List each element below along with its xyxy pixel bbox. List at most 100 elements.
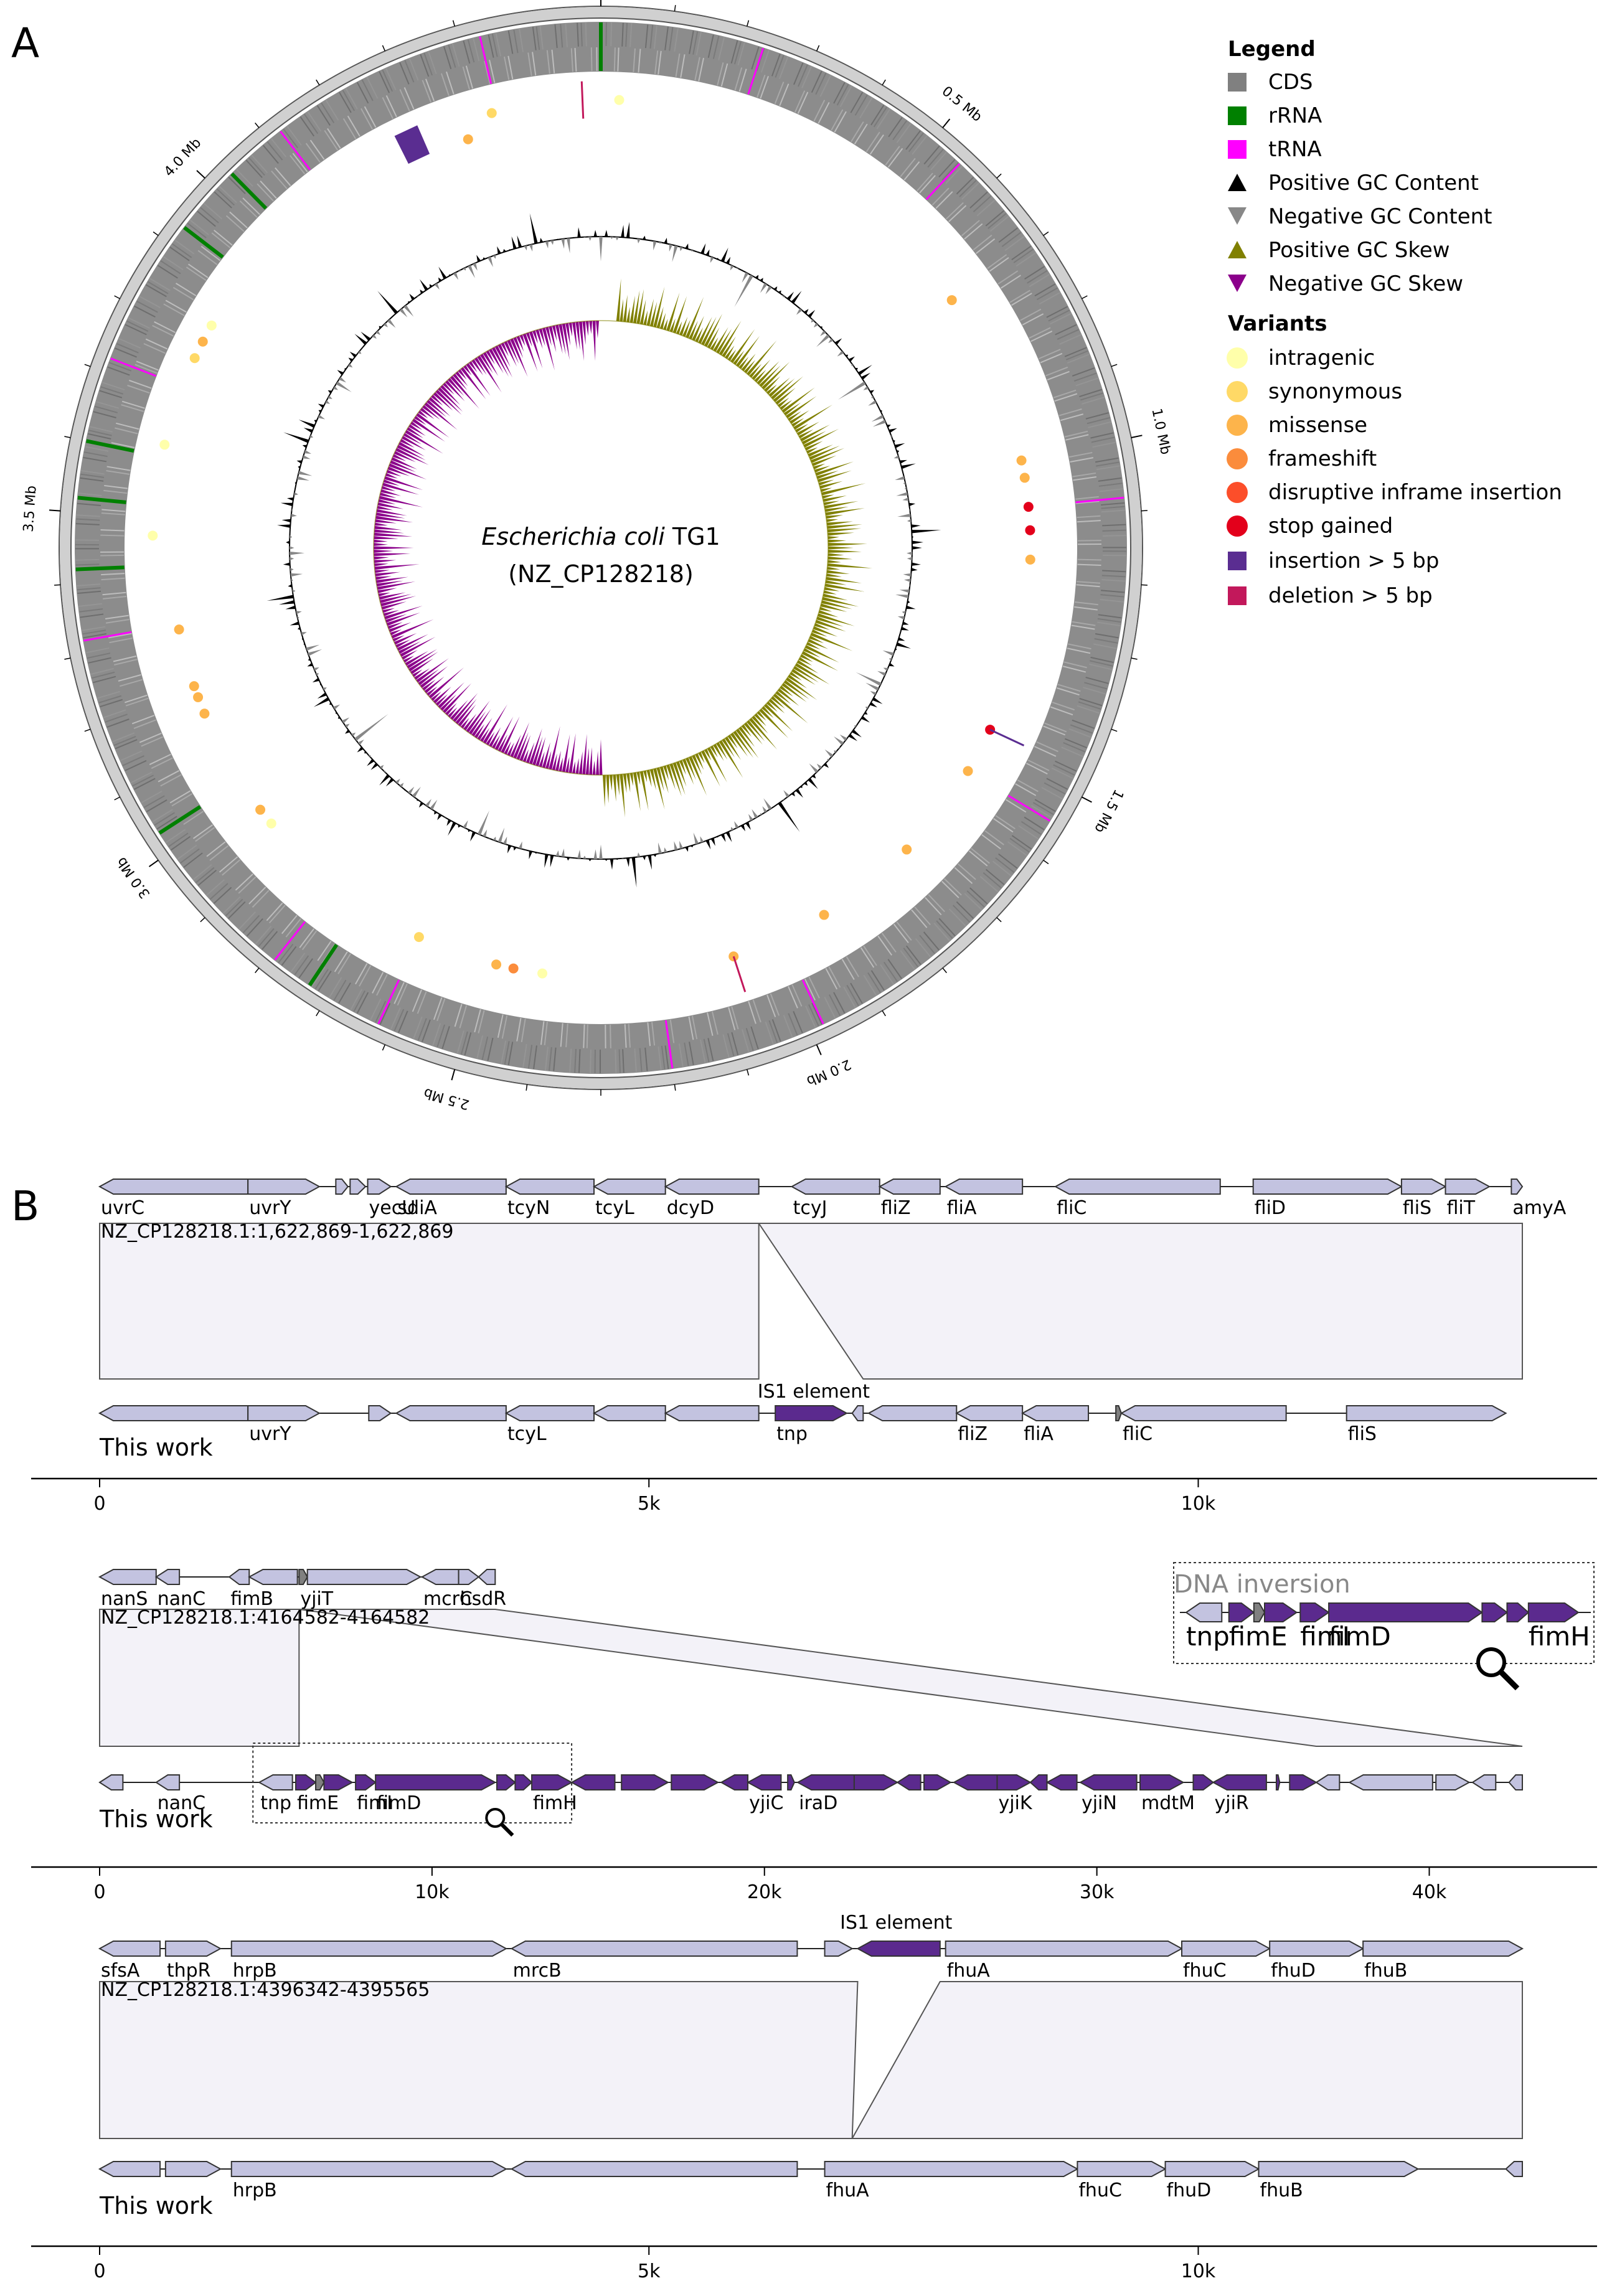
gene-arrow — [1030, 1775, 1047, 1790]
gc-content-mark — [286, 541, 290, 544]
gene-arrow — [869, 1406, 956, 1421]
gene-arrow — [316, 1775, 324, 1790]
gene-label: uvrY — [249, 1423, 291, 1445]
gc-content-mark — [778, 802, 800, 832]
gc-content-mark — [377, 291, 398, 314]
gene-arrow — [954, 1775, 997, 1790]
gc-skew-mark — [828, 540, 846, 543]
variant-point — [902, 845, 912, 855]
gene-label: tcyL — [507, 1423, 547, 1445]
variant-point — [174, 624, 184, 634]
gene-arrow — [368, 1179, 391, 1194]
gc-content-mark — [594, 849, 597, 859]
magnifier-handle — [1501, 1672, 1517, 1688]
gc-content-mark — [912, 546, 922, 549]
gc-content-mark — [834, 736, 844, 745]
gc-skew-mark — [701, 750, 720, 786]
indel-mark — [733, 956, 745, 992]
gc-skew-mark — [603, 775, 606, 807]
gene-arrow — [1182, 1941, 1270, 1956]
legend-swatch — [1227, 448, 1248, 469]
ring-minor-tick — [1044, 232, 1049, 236]
gc-content-mark — [400, 308, 408, 317]
gc-content-mark — [804, 782, 808, 786]
gc-skew-mark — [375, 522, 388, 525]
gc-content-mark — [384, 322, 388, 327]
legend-swatch — [1227, 482, 1248, 503]
gene-arrow — [166, 2162, 220, 2176]
gc-content-mark — [294, 492, 298, 495]
axis-tick-label: 10k — [1181, 1493, 1216, 1515]
ring-minor-tick — [1111, 729, 1117, 731]
gc-content-mark — [290, 621, 299, 625]
gene-arrow — [1259, 2162, 1418, 2176]
ring-minor-tick — [316, 80, 319, 85]
gene-label: mrcB — [513, 1960, 562, 1982]
gc-content-mark — [653, 241, 656, 250]
gene-arrow — [1270, 1941, 1363, 1956]
variant-point — [1017, 456, 1027, 466]
gc-skew-mark — [828, 550, 862, 553]
gc-content-mark — [438, 266, 446, 279]
gc-skew-mark — [616, 278, 621, 321]
ring-tick — [943, 119, 950, 128]
gc-content-mark — [298, 471, 312, 476]
gc-content-mark — [796, 789, 803, 797]
gene-label: fliD — [1255, 1197, 1286, 1219]
gc-content-mark — [828, 338, 833, 343]
legend-swatch — [1227, 347, 1248, 369]
gc-content-mark — [900, 460, 907, 464]
gc-content-mark — [898, 638, 905, 641]
inset-gene-label: fimD — [1329, 1621, 1391, 1652]
axis-tick-label: 5k — [638, 1493, 661, 1515]
inset-gene-label: fimH — [1529, 1621, 1590, 1652]
gc-content-mark — [292, 590, 295, 593]
gene-label: fliC — [1057, 1197, 1086, 1219]
gc-content-mark — [318, 692, 327, 699]
cds-mark — [100, 555, 124, 556]
gc-content-mark — [679, 840, 683, 849]
legend-item-label: rRNA — [1268, 103, 1322, 128]
gc-content-mark — [852, 730, 862, 738]
gene-arrow — [396, 1406, 506, 1421]
gene-arrow — [1022, 1406, 1088, 1421]
gc-content-mark — [898, 616, 905, 619]
gc-content-mark — [907, 557, 912, 560]
gc-content-mark — [858, 365, 872, 375]
gc-skew-mark — [827, 563, 873, 568]
ring-minor-tick — [526, 1084, 527, 1091]
gc-skew-mark — [374, 560, 397, 563]
gc-skew-mark — [433, 687, 451, 703]
gc-skew-mark — [828, 543, 867, 546]
ring-tick — [1131, 435, 1143, 438]
alignment-block — [759, 1223, 1522, 1379]
axis-tick-label: 0 — [93, 1493, 105, 1515]
gc-content-mark — [375, 331, 380, 335]
legend-swatch — [1228, 552, 1247, 570]
gc-content-mark — [577, 227, 580, 237]
panel-b-letter: B — [11, 1182, 39, 1230]
gc-content-mark — [685, 243, 688, 249]
gc-content-mark — [861, 373, 870, 380]
gene-arrow — [946, 1941, 1182, 1956]
this-work-label: This work — [99, 2192, 213, 2219]
genome-title: Escherichia coli TG1 — [481, 523, 720, 550]
gc-content-mark — [626, 222, 629, 238]
gc-skew-mark — [377, 581, 415, 590]
variant-point — [1024, 502, 1034, 512]
gc-content-mark — [412, 787, 421, 797]
variant-point — [414, 932, 424, 942]
rrna-mark — [76, 567, 125, 569]
gene-arrow — [792, 1179, 880, 1194]
variant-point — [463, 134, 473, 144]
gene-arrow — [1140, 1775, 1183, 1790]
gc-skew-mark — [606, 775, 609, 804]
legend-item-label: CDS — [1268, 70, 1313, 95]
gene-arrow — [775, 1406, 847, 1421]
variant-point — [537, 969, 547, 979]
gene-arrow — [1511, 1179, 1522, 1194]
gene-arrow — [156, 1569, 179, 1584]
gc-content-mark — [283, 432, 309, 443]
gc-content-mark — [308, 649, 322, 656]
gc-content-mark — [529, 851, 533, 860]
